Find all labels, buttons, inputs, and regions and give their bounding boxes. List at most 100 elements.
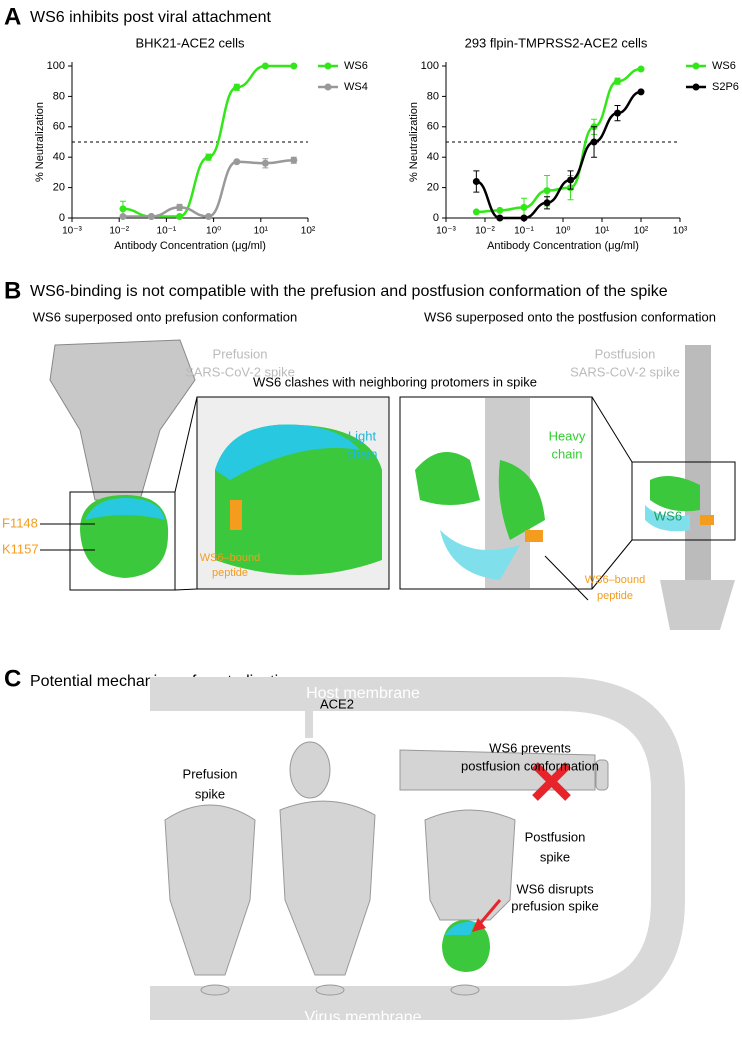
data-point [543,199,551,207]
data-point [176,203,184,211]
data-point [147,212,155,220]
structure-label: Postfusion [595,346,656,361]
residue-label: K1157 [2,541,39,556]
peptide-label: WS6–bound [200,552,261,564]
data-point [233,83,241,91]
x-tick-label: 10⁻² [475,226,495,237]
legend-swatch [324,62,332,70]
legend-label: WS4 [344,81,368,93]
ace2-stalk [305,710,313,738]
legend-swatch [692,83,700,91]
y-tick-label: 20 [427,182,439,194]
charts: BHK21-ACE2 cells Antibody Concentration (… [34,35,739,251]
y-tick-label: 100 [47,60,65,72]
membrane [150,677,685,1020]
connector [174,396,198,493]
label: spike [195,786,225,801]
peptide-label: WS6–bound [585,574,646,586]
panel-label: C [4,665,21,692]
y-tick-label: 60 [427,121,439,133]
label: Prefusion [183,766,238,781]
subtitle: WS6 superposed onto prefusion conformati… [33,309,298,324]
label: postfusion conformation [461,758,599,773]
x-tick-label: 10⁻³ [62,226,82,237]
data-point [290,156,298,164]
panel-label: A [4,3,21,30]
y-tick-label: 60 [53,121,65,133]
data-point [233,158,241,166]
zoom-right [399,396,593,590]
ws6-label: WS6 [654,508,682,523]
data-point [637,65,645,73]
data-point [261,62,269,70]
membrane-label: Host membrane [306,685,420,702]
legend-swatch [324,83,332,91]
caption: WS6 clashes with neighboring protomers i… [253,374,537,389]
connector [591,539,633,590]
zoom-left [196,396,390,590]
red-x [532,762,571,801]
label: WS6 disrupts [516,881,594,896]
label: WS6 prevents [489,740,571,755]
structure-label: SARS-CoV-2 spike [185,364,295,379]
label: spike [540,849,570,864]
y-tick-label: 40 [427,151,439,163]
ace2-label: ACE2 [320,696,354,711]
x-tick-label: 10⁻² [109,226,129,237]
data-point [119,205,127,213]
data-point [567,176,575,184]
data-point [520,214,528,222]
chain-label: Heavy [549,428,586,443]
legend-label: WS6 [712,60,736,72]
y-axis-label: % Neutralization [408,102,420,182]
label: prefusion spike [511,898,598,913]
data-point [637,88,645,96]
data-point [496,206,504,214]
inset-box [69,491,176,591]
peptide-label: peptide [212,567,248,579]
legend-label: WS6 [344,60,368,72]
y-tick-label: 100 [421,60,439,72]
y-tick-label: 80 [427,90,439,102]
y-tick-label: 40 [53,151,65,163]
structure-label: Prefusion [213,346,268,361]
data-point [472,208,480,216]
data-point [472,178,480,186]
peptide-label: peptide [597,590,633,602]
series-line [122,158,294,218]
series-line [122,64,294,218]
y-tick-label: 80 [53,90,65,102]
x-tick-label: 10⁰ [555,226,570,237]
x-tick-label: 10⁻¹ [514,226,534,237]
residue-label: F1148 [2,515,38,530]
series-line [476,67,642,214]
x-tick-label: 10¹ [254,226,269,237]
data-point [520,203,528,211]
red-arrow [472,918,486,932]
x-tick-label: 10¹ [595,226,610,237]
red-arrow [476,899,502,927]
connector [174,588,198,591]
legend-swatch [692,62,700,70]
subtitle: WS6 superposed onto the postfusion confo… [424,309,716,324]
data-point [543,187,551,195]
data-point [614,109,622,117]
data-point [614,77,622,85]
x-tick-label: 10² [634,226,649,237]
chain-label: chain [551,446,582,461]
ws6-fab [445,921,475,935]
chain-label: chain [346,446,377,461]
x-tick-label: 10⁻³ [436,226,456,237]
y-tick-label: 0 [59,212,65,224]
x-axis-label: Antibody Concentration (μg/ml) [487,240,639,252]
panel-label: B [4,277,21,304]
data-point [496,214,504,222]
data-point [205,153,213,161]
y-tick-label: 0 [433,212,439,224]
structure-label: SARS-CoV-2 spike [570,364,680,379]
data-point [176,212,184,220]
pointer [544,555,589,601]
data-point [590,138,598,146]
postfusion-structure [631,345,736,630]
